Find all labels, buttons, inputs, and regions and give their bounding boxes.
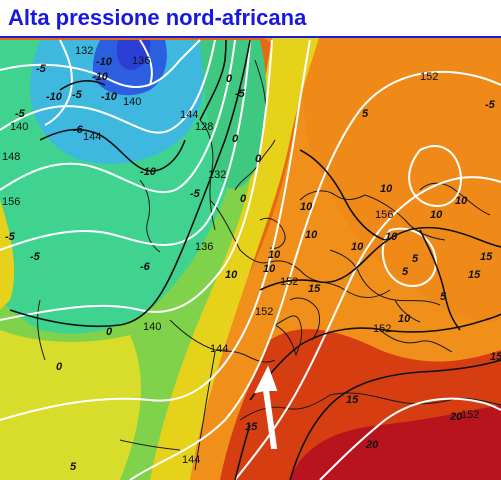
temp-label: 10 [385,231,398,243]
temperature-zone-peak [290,405,501,480]
geo-label: 144 [182,454,200,466]
temp-label: 0 [255,153,262,165]
temperature-zone-coldest [116,40,151,70]
temp-label: -5 [235,88,246,100]
temp-label: 10 [268,249,281,261]
geo-label: 136 [132,55,150,67]
temperature-zone-warm-edge [0,200,15,310]
temp-label: -5 [5,231,16,243]
temp-label: 20 [449,411,463,423]
geo-label: 144 [180,109,198,121]
temp-label: -5 [15,108,26,120]
geo-label: 152 [255,306,273,318]
temp-label: -5 [190,188,201,200]
temp-label: -5 [72,89,83,101]
temp-label: -10 [101,91,118,103]
up-arrow-icon [254,365,278,449]
temperature-isolines [9,39,501,480]
geo-label: 140 [123,96,141,108]
temp-label: 10 [300,201,313,213]
temp-label: -5 [30,251,41,263]
temp-label: 15 [245,421,258,433]
geo-label: 140 [10,121,28,133]
temp-label: 5 [412,253,419,265]
temp-label: 10 [351,241,364,253]
geo-label: 136 [195,241,213,253]
temp-label: 0 [240,193,247,205]
temperature-zone-warm-west [0,330,141,480]
temp-label: -10 [46,91,63,103]
temp-label: 10 [398,313,411,325]
temp-label: 5 [362,108,369,120]
temp-label: 10 [380,183,393,195]
geopotential-labels: 132 136 140 144 148 156 140 144 128 132 … [2,45,479,466]
geo-label: 152 [420,71,438,83]
geo-label: 132 [208,169,226,181]
geo-label: 156 [2,196,20,208]
temperature-labels: -5 -10 -10 -5 -10 0 -5 -6 -10 -5 -5 0 -6… [5,56,501,473]
geo-label: 144 [83,131,101,143]
temp-label: 0 [56,361,63,373]
temperature-zone-warm [120,0,330,480]
geo-label: 156 [375,209,393,221]
temp-label: 5 [402,266,409,278]
temp-label: 10 [305,229,318,241]
temp-label: 5 [440,291,447,303]
geo-label: 132 [75,45,93,57]
geo-label: 152 [461,409,479,421]
temp-label: 15 [480,251,493,263]
temp-label: 15 [468,269,481,281]
temp-label: -6 [73,124,84,136]
temp-label: 0 [106,326,113,338]
temp-label: 10 [263,263,276,275]
geo-label: 152 [280,276,298,288]
temp-label: 15 [490,351,501,363]
temp-label: 10 [225,269,238,281]
temp-label: 10 [455,195,468,207]
temp-label: 0 [226,73,233,85]
temp-label: -10 [92,71,109,83]
geo-label: 140 [143,321,161,333]
temp-label: 15 [308,283,321,295]
temp-label: 15 [346,394,359,406]
title-bar: Alta pressione nord-africana [0,0,501,38]
temp-label: -5 [36,63,47,75]
geo-label: 128 [195,121,213,133]
geo-label: 152 [373,323,391,335]
temp-label: 10 [430,209,443,221]
temp-label: 0 [232,133,239,145]
temp-label: -5 [485,99,496,111]
temp-label: -6 [140,261,151,273]
temp-label: 5 [70,461,77,473]
temperature-zone-hot-east [300,0,501,322]
temp-label: 20 [365,439,379,451]
temp-label: -10 [96,56,113,68]
geo-label: 144 [210,343,228,355]
temp-label: -10 [140,166,157,178]
geo-label: 148 [2,151,20,163]
map-title: Alta pressione nord-africana [8,5,307,30]
